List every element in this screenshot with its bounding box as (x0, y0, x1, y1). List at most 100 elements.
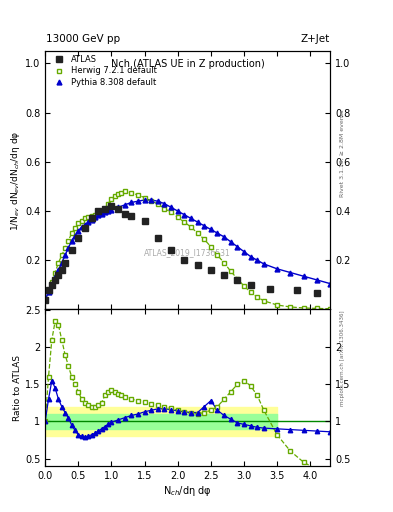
Text: Nch (ATLAS UE in Z production): Nch (ATLAS UE in Z production) (111, 59, 264, 69)
Pythia 8.308 default (96, 211, 101, 218)
Legend: ATLAS, Herwig 7.2.1 default, Pythia 8.308 default: ATLAS, Herwig 7.2.1 default, Pythia 8.30… (48, 54, 158, 88)
ATLAS (195, 262, 200, 268)
Pythia 8.308 default (248, 253, 253, 260)
Pythia 8.308 default (92, 214, 97, 220)
Text: mcplots.cern.ch [arXiv:1306.3436]: mcplots.cern.ch [arXiv:1306.3436] (340, 311, 345, 406)
Text: 13000 GeV pp: 13000 GeV pp (46, 33, 121, 44)
Pythia 8.308 default (215, 230, 220, 236)
Line: Herwig 7.2.1 default: Herwig 7.2.1 default (43, 189, 332, 311)
ATLAS (76, 235, 81, 241)
ATLAS (109, 203, 114, 209)
Pythia 8.308 default (261, 261, 266, 267)
ATLAS (43, 296, 48, 303)
Pythia 8.308 default (156, 198, 160, 204)
ATLAS (129, 213, 134, 219)
Pythia 8.308 default (63, 252, 68, 259)
ATLAS (122, 210, 127, 217)
Pythia 8.308 default (106, 208, 110, 214)
Herwig 7.2.1 default (92, 211, 97, 218)
Pythia 8.308 default (103, 209, 107, 216)
Y-axis label: 1/N$_{ev}$ dN$_{ev}$/dN$_{ch}$/dη dφ: 1/N$_{ev}$ dN$_{ev}$/dN$_{ch}$/dη dφ (9, 130, 22, 230)
Pythia 8.308 default (83, 222, 87, 228)
ATLAS (56, 272, 61, 278)
Pythia 8.308 default (99, 210, 104, 217)
Pythia 8.308 default (202, 223, 207, 229)
Pythia 8.308 default (66, 245, 71, 251)
Pythia 8.308 default (288, 269, 293, 275)
Pythia 8.308 default (50, 282, 54, 288)
ATLAS (156, 235, 160, 241)
Line: Pythia 8.308 default: Pythia 8.308 default (43, 198, 332, 302)
Herwig 7.2.1 default (189, 224, 193, 230)
Herwig 7.2.1 default (43, 296, 48, 303)
Pythia 8.308 default (136, 198, 140, 204)
Pythia 8.308 default (69, 238, 74, 244)
ATLAS (169, 247, 173, 253)
Pythia 8.308 default (149, 197, 154, 203)
ATLAS (248, 282, 253, 288)
ATLAS (116, 205, 120, 211)
Pythia 8.308 default (86, 219, 91, 225)
Pythia 8.308 default (79, 224, 84, 230)
Pythia 8.308 default (142, 197, 147, 203)
Pythia 8.308 default (228, 239, 233, 245)
ATLAS (268, 286, 273, 292)
Pythia 8.308 default (314, 277, 319, 283)
ATLAS (46, 287, 51, 293)
Text: Rivet 3.1.10, ≥ 2.8M events: Rivet 3.1.10, ≥ 2.8M events (340, 110, 345, 197)
Herwig 7.2.1 default (96, 210, 101, 217)
Pythia 8.308 default (76, 228, 81, 234)
Pythia 8.308 default (109, 207, 114, 213)
Pythia 8.308 default (53, 274, 57, 281)
Pythia 8.308 default (195, 219, 200, 225)
ATLAS (209, 267, 213, 273)
Pythia 8.308 default (116, 204, 120, 210)
ATLAS (69, 247, 74, 253)
Herwig 7.2.1 default (328, 306, 332, 312)
Pythia 8.308 default (73, 232, 77, 239)
Pythia 8.308 default (182, 211, 187, 218)
Pythia 8.308 default (222, 234, 226, 240)
Pythia 8.308 default (255, 257, 260, 263)
ATLAS (103, 205, 107, 211)
Herwig 7.2.1 default (209, 244, 213, 250)
Pythia 8.308 default (175, 208, 180, 214)
ATLAS (59, 267, 64, 273)
Pythia 8.308 default (169, 204, 173, 210)
Pythia 8.308 default (275, 266, 279, 272)
Text: Z+Jet: Z+Jet (301, 33, 330, 44)
Herwig 7.2.1 default (79, 218, 84, 224)
ATLAS (142, 218, 147, 224)
Pythia 8.308 default (59, 260, 64, 266)
ATLAS (63, 260, 68, 266)
Pythia 8.308 default (56, 267, 61, 273)
ATLAS (235, 277, 240, 283)
Pythia 8.308 default (46, 289, 51, 295)
Pythia 8.308 default (43, 296, 48, 303)
ATLAS (96, 208, 101, 214)
ATLAS (83, 225, 87, 231)
Pythia 8.308 default (189, 216, 193, 222)
Pythia 8.308 default (301, 273, 306, 279)
Pythia 8.308 default (89, 217, 94, 223)
Pythia 8.308 default (129, 199, 134, 205)
X-axis label: N$_{ch}$/dη dφ: N$_{ch}$/dη dφ (163, 483, 212, 498)
ATLAS (182, 257, 187, 263)
ATLAS (295, 287, 299, 293)
ATLAS (314, 290, 319, 296)
Pythia 8.308 default (162, 201, 167, 207)
Y-axis label: Ratio to ATLAS: Ratio to ATLAS (13, 355, 22, 421)
Pythia 8.308 default (242, 248, 246, 254)
Herwig 7.2.1 default (314, 305, 319, 311)
Text: ATLAS_2019_I1736531: ATLAS_2019_I1736531 (144, 248, 231, 257)
Pythia 8.308 default (209, 226, 213, 232)
ATLAS (53, 277, 57, 283)
Pythia 8.308 default (328, 281, 332, 287)
ATLAS (222, 272, 226, 278)
ATLAS (89, 216, 94, 222)
Pythia 8.308 default (235, 244, 240, 250)
ATLAS (50, 282, 54, 288)
Herwig 7.2.1 default (122, 188, 127, 195)
Line: ATLAS: ATLAS (42, 203, 320, 302)
Pythia 8.308 default (122, 202, 127, 208)
